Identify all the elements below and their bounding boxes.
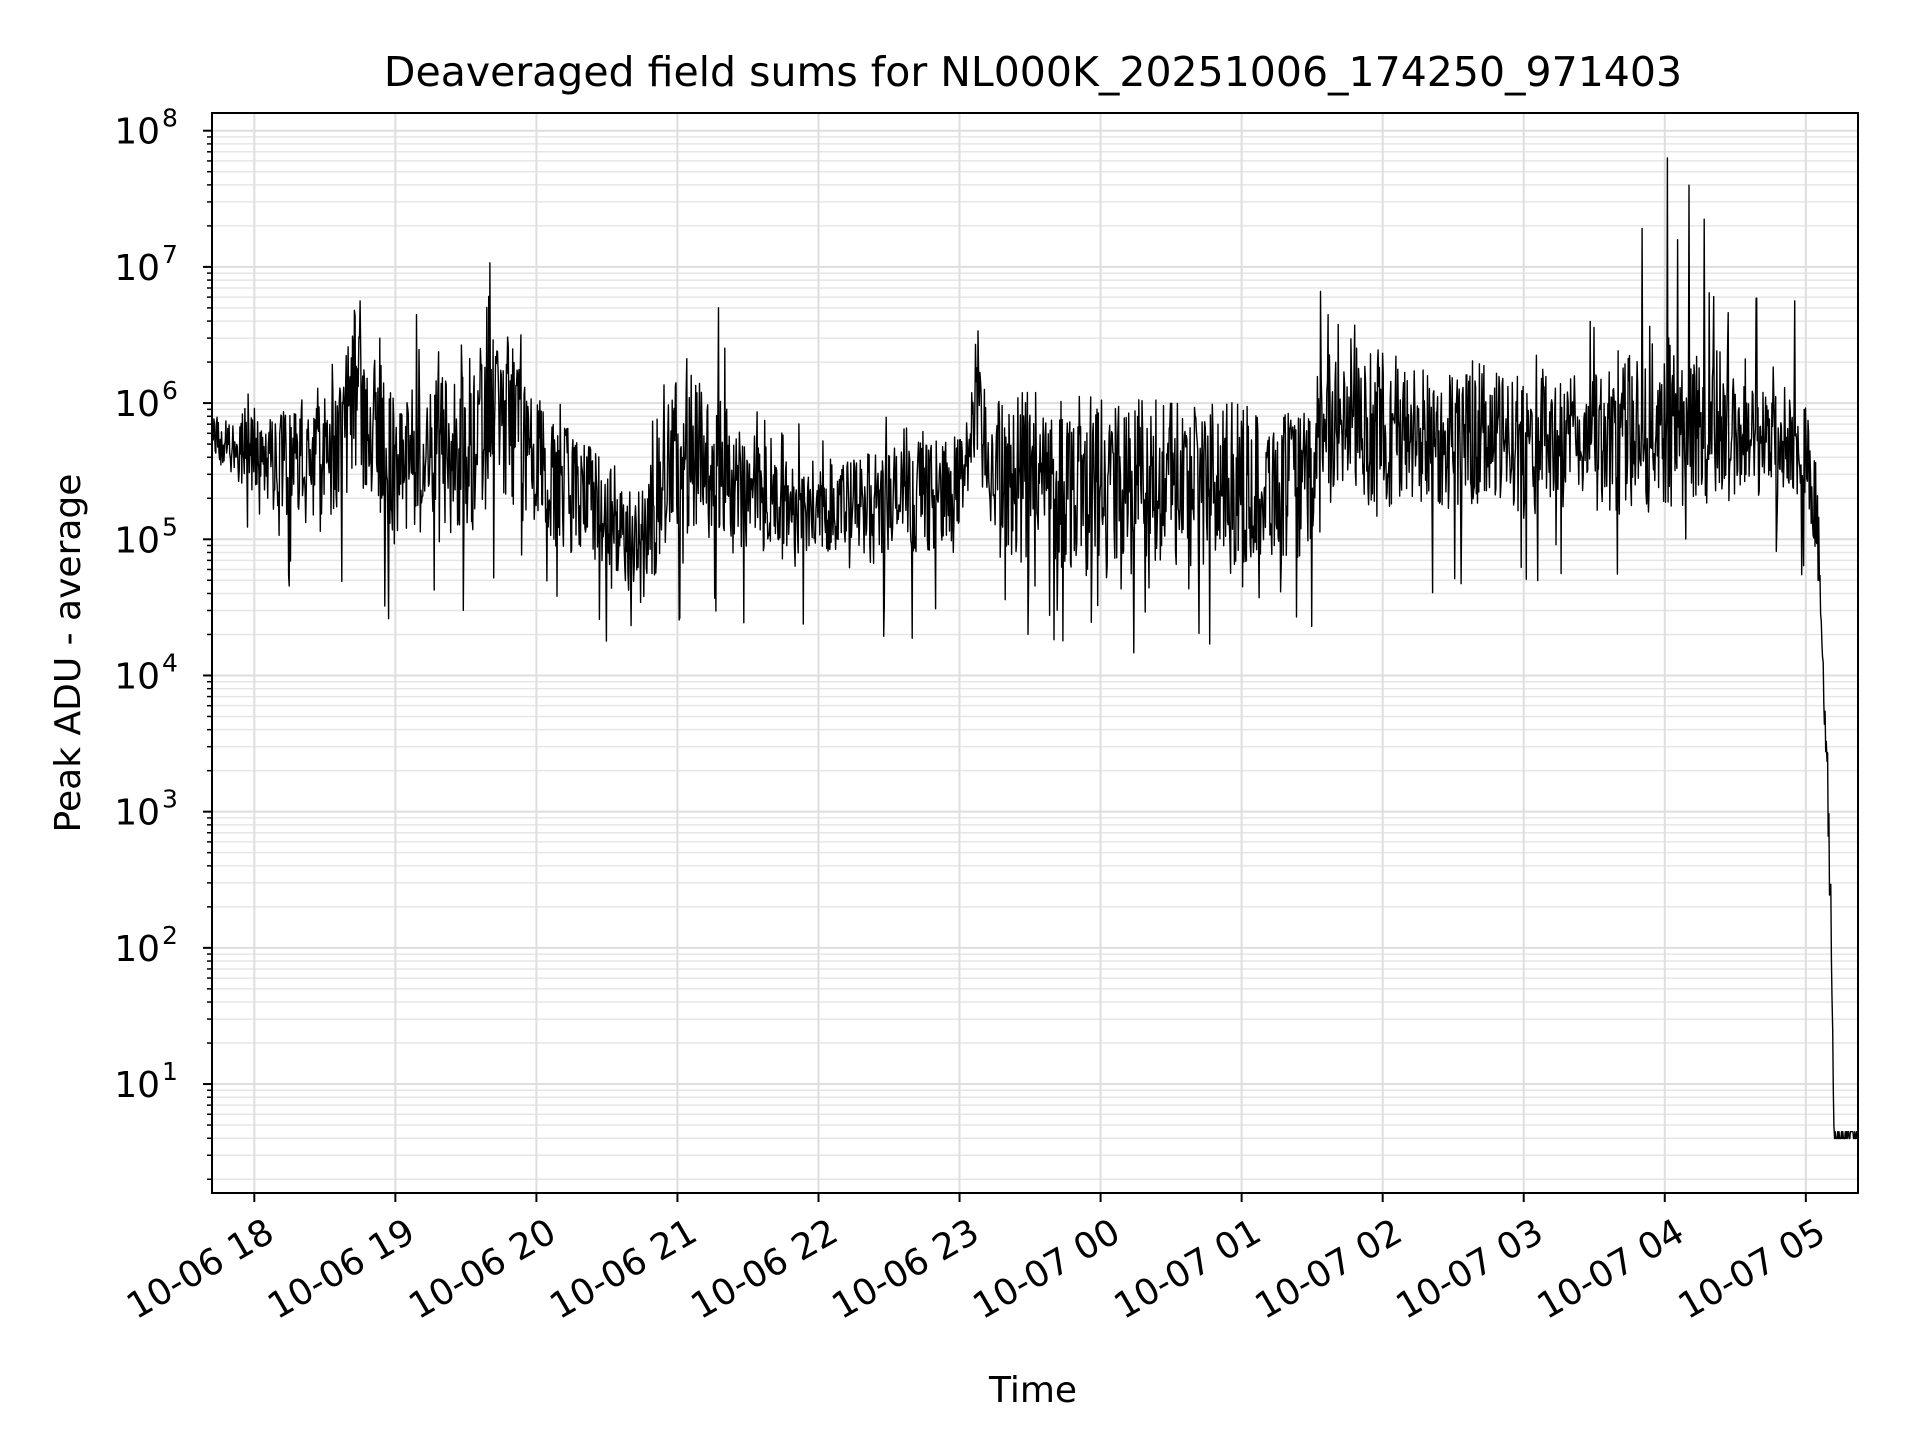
y-tick-label-exponent: 2 [162,921,178,950]
series-polyline [211,157,1859,1140]
y-tick-label-exponent: 8 [162,104,178,133]
series-line [211,157,1859,1140]
y-tick-label: 10 [114,656,160,697]
y-tick-label: 10 [114,793,160,834]
x-axis-label: Time [988,1370,1077,1411]
y-tick-label: 10 [114,248,160,289]
y-tick-label: 10 [114,384,160,425]
y-tick-label: 10 [114,520,160,561]
y-tick-label-exponent: 7 [162,240,178,269]
y-tick-label-exponent: 6 [162,376,178,405]
y-tick-label-exponent: 4 [162,648,178,677]
y-tick-label-exponent: 3 [162,785,178,814]
plot-frame [211,112,1859,1194]
y-axis-label: Peak ADU - average [48,474,89,833]
y-tick-label-exponent: 5 [162,512,178,541]
y-tick-label: 10 [114,112,160,153]
y-tick-label-exponent: 1 [162,1057,178,1086]
y-tick-label: 10 [114,1065,160,1106]
y-tick-label: 10 [114,929,160,970]
chart-title: Deaveraged field sums for NL000K_2025100… [384,48,1682,96]
